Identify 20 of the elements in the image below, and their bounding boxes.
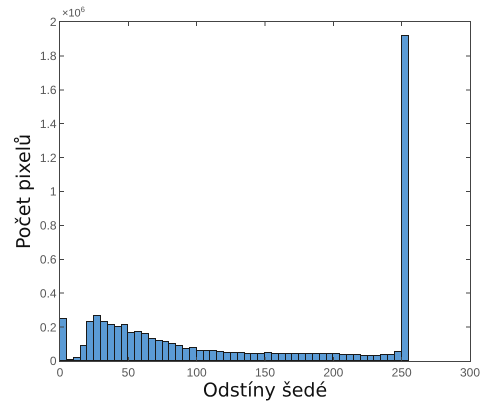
- y-tick-label: 0.6: [40, 252, 57, 266]
- x-axis-title: Odstíny šedé: [202, 379, 328, 402]
- x-tick-label: 200: [323, 365, 344, 380]
- y-tick-label: 0: [50, 354, 57, 368]
- x-tick-label: 100: [186, 365, 207, 380]
- y-tick-label: 0.4: [40, 286, 57, 300]
- text: ×10$^{6}$: [62, 5, 85, 20]
- y-tick-label: 1: [50, 184, 57, 199]
- y-tick-label: 1.4: [40, 116, 57, 131]
- y-tick-label: 0.8: [40, 218, 57, 233]
- y-tick-label: 1.6: [40, 83, 57, 97]
- x-tick-label: 50: [122, 365, 136, 380]
- y-tick-label: 1.2: [40, 150, 57, 165]
- x-tick-label: 250: [392, 365, 412, 380]
- x-tick-label: 150: [254, 365, 276, 380]
- y-tick-label: 0.2: [40, 320, 57, 334]
- y-axis-title: Počet pixelů: [12, 134, 35, 250]
- y-tick-label: 2: [50, 15, 57, 30]
- y-tick-label: 1.8: [40, 49, 57, 64]
- x-tick-label: 300: [460, 365, 480, 380]
